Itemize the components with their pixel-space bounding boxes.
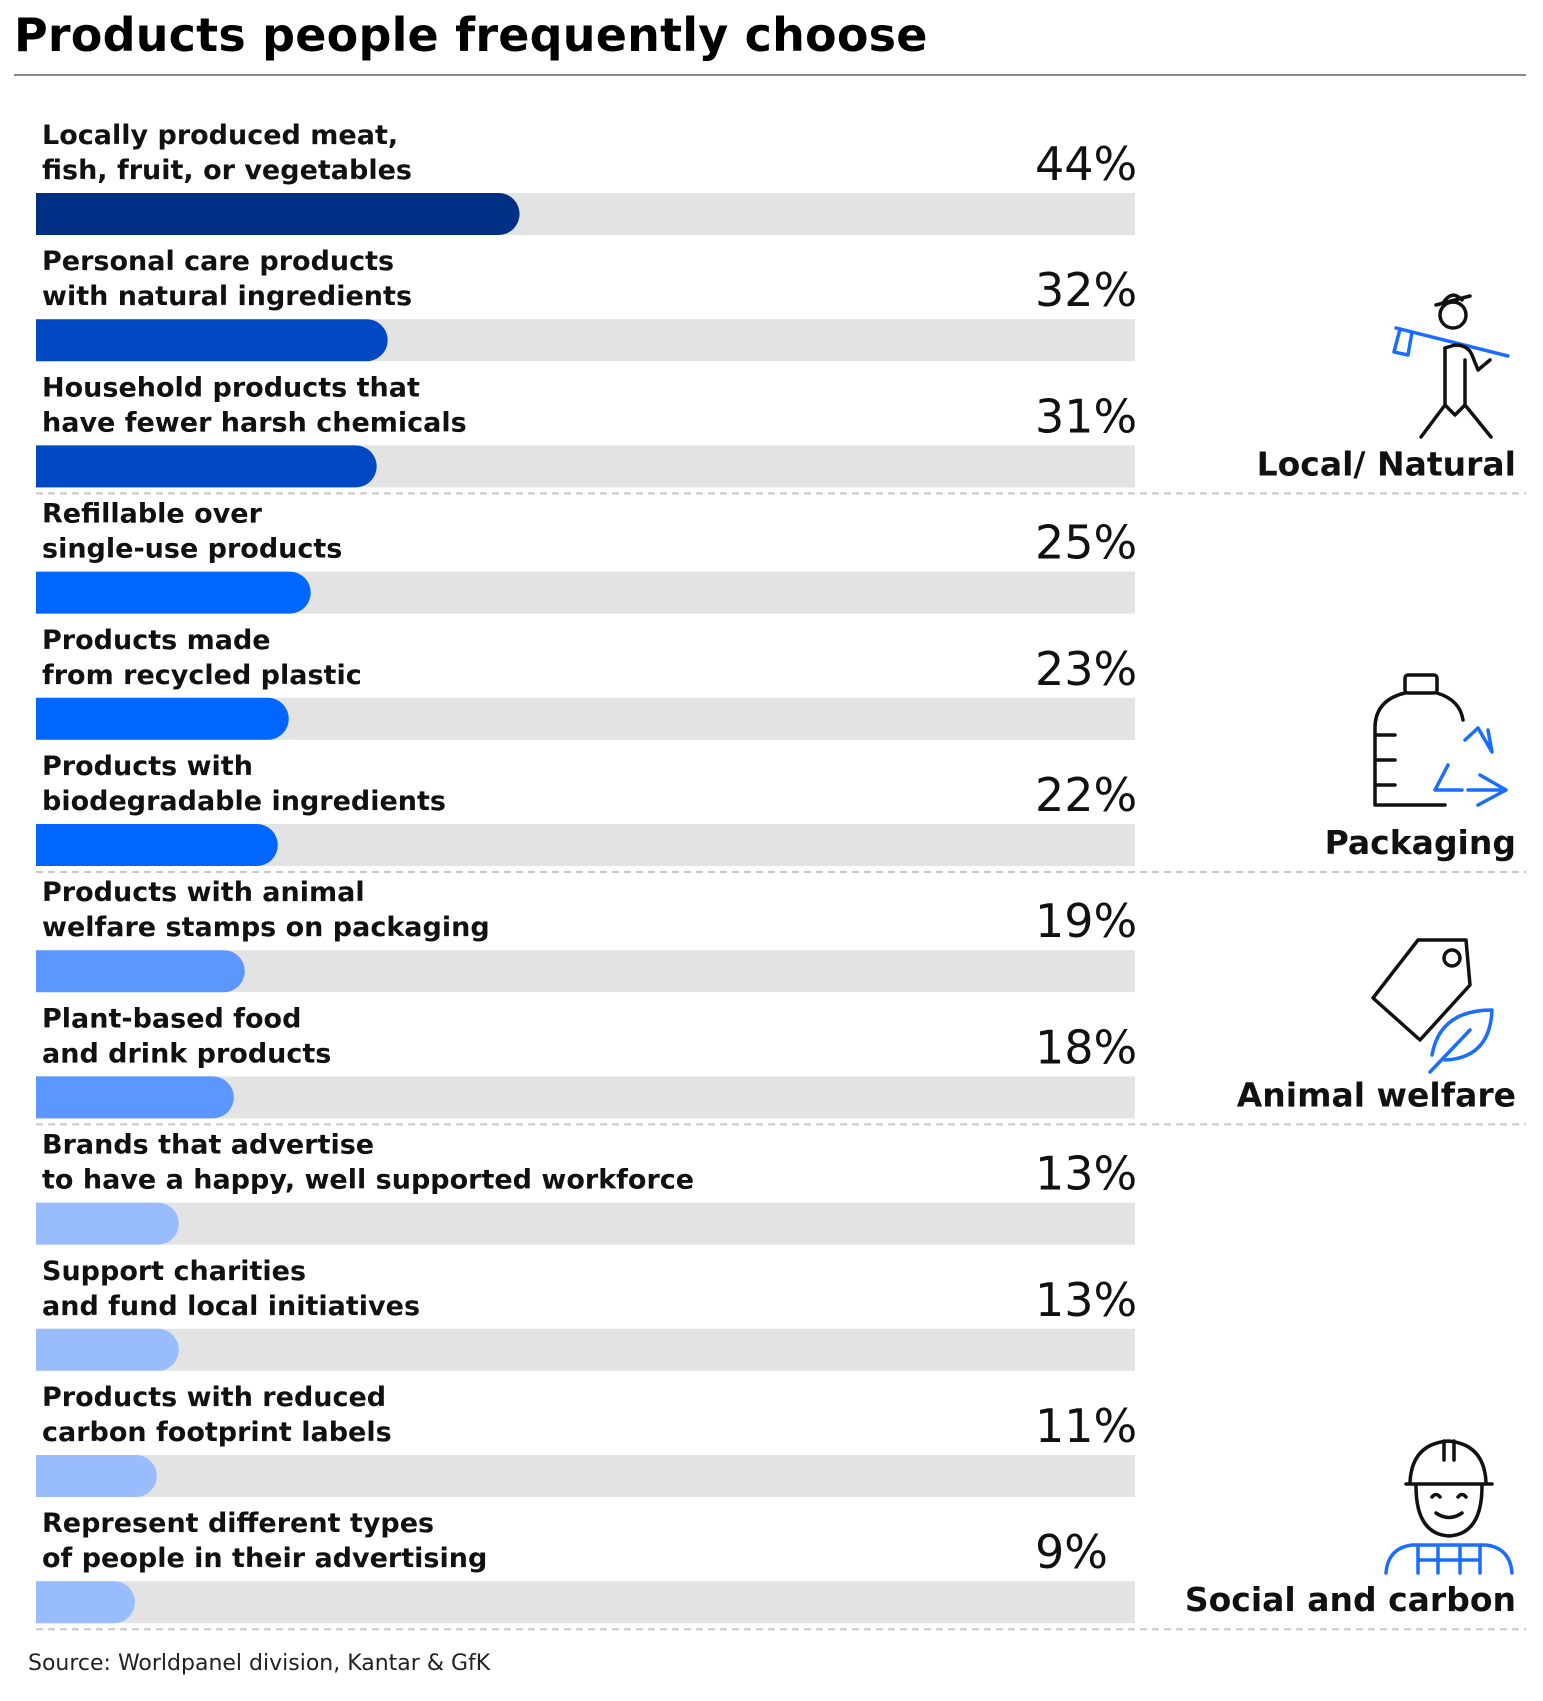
bar-category-label: and drink products	[42, 1038, 331, 1069]
bar-category-label: Represent different types	[42, 1508, 434, 1539]
bar	[36, 1455, 157, 1497]
bar-track	[36, 1455, 1135, 1497]
bar-category-label: single-use products	[42, 534, 342, 565]
bar-category-label: Products with reduced	[42, 1382, 386, 1413]
bar-track	[36, 1581, 1135, 1624]
group-label: Local/ Natural	[1257, 444, 1516, 483]
bar-value-label: 31%	[1035, 389, 1137, 443]
bar-category-label: welfare stamps on packaging	[42, 912, 490, 943]
bar-row: Products made from recycled plastic 23%	[36, 625, 1137, 740]
bar	[36, 697, 289, 740]
bar-row: Products with reduced carbon footprint la…	[36, 1382, 1137, 1497]
bar	[36, 193, 520, 235]
bar	[36, 824, 278, 866]
bar-category-label: and fund local initiatives	[42, 1291, 420, 1322]
bar-category-label: Personal care products	[42, 246, 394, 277]
bar-row: Plant-based food and drink products 18%	[36, 1003, 1137, 1119]
farmer-icon	[1392, 293, 1510, 439]
leaf-tag-icon	[1371, 938, 1494, 1074]
bar-category-label: Products with animal	[42, 877, 365, 908]
source-note: Source: Worldpanel division, Kantar & Gf…	[28, 1651, 491, 1676]
group-label: Packaging	[1325, 823, 1516, 862]
bar-value-label: 11%	[1035, 1399, 1137, 1453]
bar	[36, 1328, 179, 1371]
bar-value-label: 32%	[1035, 263, 1137, 317]
bar-value-label: 25%	[1035, 516, 1137, 570]
bar-category-label: Locally produced meat,	[42, 120, 398, 151]
bar-category-label: biodegradable ingredients	[42, 786, 446, 817]
group-label: Social and carbon	[1185, 1580, 1516, 1619]
bar-row: Brands that advertise to have a happy, we…	[36, 1130, 1137, 1245]
bar-value-label: 9%	[1035, 1525, 1108, 1579]
bar-track	[36, 1202, 1135, 1245]
bar-category-label: Household products that	[42, 372, 420, 403]
chart-title: Products people frequently choose	[14, 8, 928, 62]
bar-row: Refillable over single-use products 25%	[36, 499, 1137, 614]
bar-row: Household products that have fewer harsh …	[36, 372, 1137, 488]
bar-category-label: Refillable over	[42, 499, 263, 530]
bar-track	[36, 1328, 1135, 1371]
bar-row: Locally produced meat, fish, fruit, or ve…	[36, 120, 1137, 235]
bar-category-label: have fewer harsh chemicals	[42, 407, 467, 438]
bar-value-label: 13%	[1035, 1147, 1137, 1201]
bar	[36, 445, 377, 488]
bar-value-label: 18%	[1035, 1020, 1137, 1074]
bar-category-label: carbon footprint labels	[42, 1417, 392, 1448]
bar-category-label: Brands that advertise	[42, 1130, 374, 1161]
bar-value-label: 23%	[1035, 642, 1137, 696]
bar	[36, 319, 388, 362]
title-divider	[14, 74, 1526, 76]
bar	[36, 571, 311, 614]
bar	[36, 950, 245, 993]
bar-row: Personal care products with natural ingre…	[36, 246, 1137, 362]
group-label: Animal welfare	[1237, 1075, 1516, 1114]
bar-category-label: from recycled plastic	[42, 660, 362, 691]
bar-category-label: Products made	[42, 625, 271, 656]
bar-category-label: fish, fruit, or vegetables	[42, 155, 412, 186]
bar-category-label: to have a happy, well supported workforc…	[42, 1165, 694, 1196]
bar-row: Products with biodegradable ingredients 22…	[36, 751, 1137, 866]
bar	[36, 1581, 135, 1624]
bar-value-label: 44%	[1035, 137, 1137, 191]
bar-category-label: with natural ingredients	[42, 281, 412, 312]
worker-icon	[1384, 1439, 1514, 1575]
bar-category-label: Products with	[42, 751, 253, 782]
bar-value-label: 22%	[1035, 768, 1137, 822]
bar-category-label: of people in their advertising	[42, 1543, 487, 1574]
bar	[36, 1076, 234, 1119]
recycled-bottle-icon	[1373, 673, 1508, 807]
bar	[36, 1202, 179, 1245]
bar-row: Products with animal welfare stamps on pa…	[36, 877, 1137, 993]
bar-row: Represent different types of people in th…	[36, 1508, 1135, 1624]
bar-row: Support charities and fund local initiati…	[36, 1256, 1137, 1371]
bar-category-label: Support charities	[42, 1256, 306, 1287]
bar-value-label: 13%	[1035, 1273, 1137, 1327]
bar-category-label: Plant-based food	[42, 1003, 301, 1034]
bar-value-label: 19%	[1035, 894, 1137, 948]
